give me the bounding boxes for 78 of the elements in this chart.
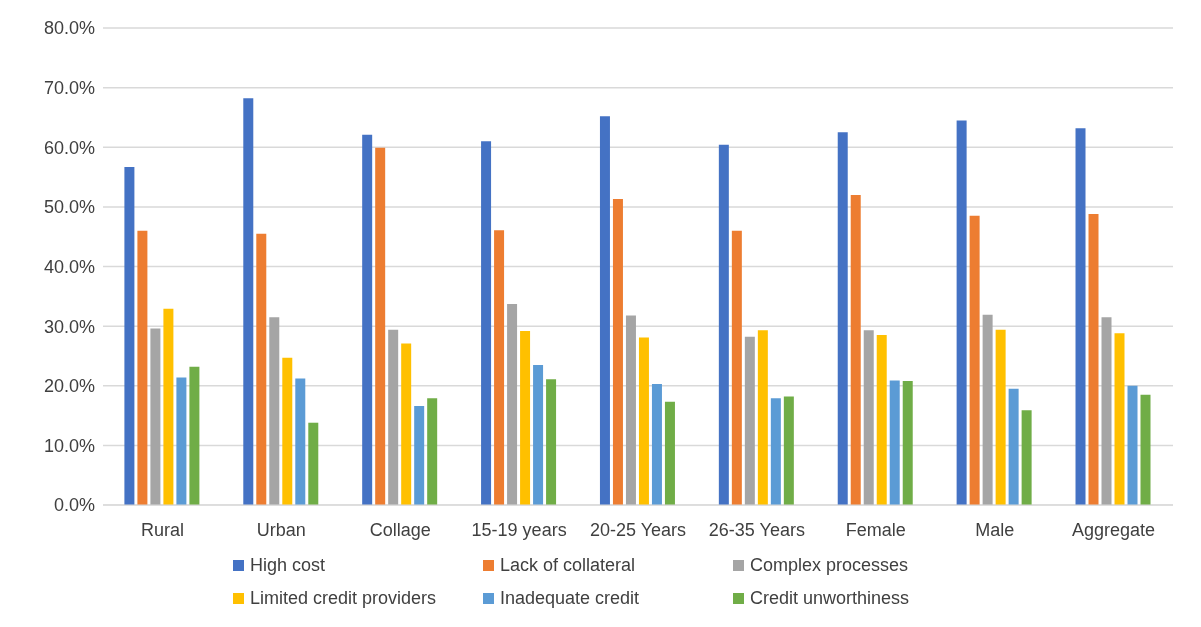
bar — [969, 215, 980, 505]
bar — [995, 329, 1006, 505]
bar — [150, 328, 161, 505]
x-tick-label: Aggregate — [1072, 519, 1156, 540]
y-tick-label: 60.0% — [43, 137, 95, 158]
x-tick-label: Male — [975, 519, 1015, 540]
bar — [295, 378, 306, 505]
x-tick-label: Collage — [369, 519, 431, 540]
legend-label: Complex processes — [750, 555, 909, 576]
bar — [520, 330, 531, 505]
bar — [718, 144, 729, 505]
bar — [651, 383, 662, 505]
y-tick-label: 10.0% — [43, 435, 95, 456]
bar — [282, 357, 293, 505]
bar — [481, 141, 492, 505]
bar — [770, 398, 781, 505]
y-tick-label: 0.0% — [53, 495, 95, 516]
x-tick-label: 15-19 years — [471, 519, 567, 540]
y-tick-label: 40.0% — [43, 256, 95, 277]
bar — [137, 230, 148, 505]
bar — [956, 120, 967, 505]
legend-label: High cost — [250, 555, 326, 576]
bar — [1101, 317, 1112, 505]
bar — [176, 377, 187, 505]
bar — [414, 406, 425, 505]
bar — [308, 422, 319, 505]
bar — [243, 98, 254, 505]
bar — [889, 380, 900, 505]
bar — [362, 134, 373, 505]
bar — [256, 233, 267, 505]
bar — [427, 398, 438, 505]
y-tick-label: 50.0% — [43, 197, 95, 218]
bar — [1008, 388, 1019, 505]
bar — [1114, 333, 1125, 505]
bar — [1140, 394, 1151, 505]
bar — [163, 308, 174, 505]
x-tick-label: 20-25 Years — [589, 519, 687, 540]
x-tick-label: Rural — [140, 519, 184, 540]
bar — [612, 199, 623, 505]
bar — [269, 317, 280, 505]
bar — [1127, 385, 1138, 505]
bar — [189, 366, 200, 505]
bar — [744, 336, 755, 505]
bar — [124, 166, 135, 505]
bar — [1088, 214, 1099, 505]
bar — [638, 337, 649, 505]
bar — [902, 380, 913, 505]
x-tick-label: Urban — [256, 519, 306, 540]
bar — [1021, 410, 1032, 505]
bar — [757, 330, 768, 505]
bar — [982, 314, 993, 505]
bar — [546, 379, 557, 505]
bar — [625, 315, 636, 505]
bar — [401, 343, 412, 505]
x-tick-label: Female — [845, 519, 906, 540]
x-tick-label: 26-35 Years — [708, 519, 805, 540]
bar — [664, 401, 675, 505]
bar — [375, 147, 386, 505]
bar — [837, 132, 848, 505]
legend-label: Lack of collateral — [500, 555, 636, 576]
bar — [876, 335, 887, 505]
bar — [850, 194, 861, 505]
bar — [863, 330, 874, 505]
y-tick-label: 70.0% — [43, 78, 95, 99]
bar — [1075, 128, 1086, 505]
bar — [494, 230, 505, 505]
legend-label: Credit unworthiness — [750, 588, 910, 609]
bar — [507, 304, 518, 505]
bar — [533, 364, 544, 505]
legend-label: Inadequate credit — [500, 588, 640, 609]
bar — [731, 230, 742, 505]
y-tick-label: 80.0% — [43, 18, 95, 39]
bar — [599, 116, 610, 505]
legend-label: Limited credit providers — [250, 588, 437, 609]
bar — [783, 396, 794, 505]
bar — [388, 329, 399, 505]
y-tick-label: 20.0% — [43, 376, 95, 397]
y-tick-label: 30.0% — [43, 316, 95, 337]
